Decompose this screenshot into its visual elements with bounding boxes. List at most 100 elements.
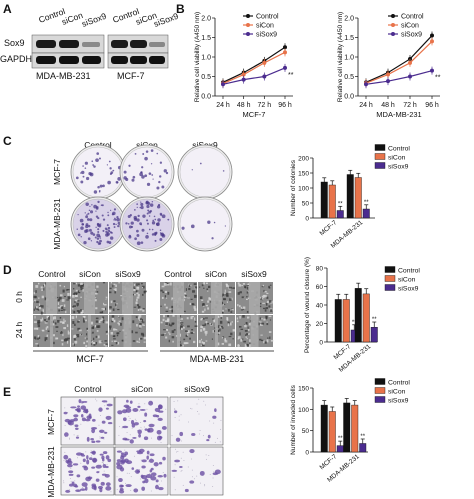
- legend-label-sicon: siCon: [388, 154, 406, 161]
- cell-texture: [55, 326, 59, 328]
- pore-dot: [160, 480, 162, 482]
- pore-dot: [182, 451, 184, 453]
- cell-texture: [111, 315, 115, 318]
- pore-dot: [96, 400, 98, 402]
- cell-texture: [72, 294, 75, 298]
- cell-texture: [77, 320, 80, 323]
- cell-texture: [67, 330, 69, 333]
- cell-texture: [193, 331, 195, 333]
- invaded-cell: [206, 438, 210, 442]
- cell-texture: [83, 318, 85, 321]
- cell-texture: [170, 282, 172, 286]
- bar-control: [354, 288, 362, 343]
- cell-texture: [190, 298, 193, 300]
- colony-dot: [207, 220, 211, 224]
- cell-texture: [207, 307, 210, 310]
- cell-texture: [266, 300, 269, 304]
- cell-texture: [41, 317, 43, 321]
- invaded-cell: [81, 454, 86, 457]
- cell-texture: [66, 337, 70, 340]
- cell-texture: [242, 306, 246, 309]
- cell-texture: [266, 292, 269, 294]
- invaded-cell: [149, 453, 155, 457]
- cell-texture: [187, 297, 190, 299]
- cell-texture: [119, 322, 122, 326]
- invaded-cell: [66, 460, 73, 465]
- cell-texture: [138, 324, 142, 328]
- cell-texture: [33, 327, 37, 330]
- colony-plate: [177, 144, 233, 200]
- cell-texture: [240, 338, 243, 342]
- invaded-cell: [103, 431, 108, 434]
- colony-dot: [146, 204, 150, 209]
- pore-dot: [134, 418, 136, 420]
- cell-texture: [42, 285, 45, 287]
- cell-texture: [216, 325, 220, 328]
- cell-texture: [237, 304, 239, 307]
- cell-texture: [77, 300, 80, 302]
- cell-texture: [58, 296, 62, 300]
- cell-texture: [244, 330, 248, 332]
- wound-col-5: siCon: [205, 269, 227, 279]
- invasion-image: [60, 396, 115, 446]
- pore-dot: [204, 484, 206, 486]
- cell-texture: [171, 336, 175, 339]
- cell-texture: [33, 292, 35, 295]
- cell-texture: [181, 325, 184, 327]
- colony-dot: [97, 231, 100, 234]
- wound-row-0h: 0 h: [14, 291, 24, 303]
- bar-sicon: [354, 177, 362, 219]
- cell-texture: [260, 339, 264, 342]
- cell-texture: [270, 309, 273, 312]
- colony-dot: [85, 176, 90, 181]
- pore-dot: [174, 417, 176, 419]
- colony-dot: [107, 180, 111, 185]
- cell-texture: [137, 293, 140, 297]
- wound-col-6: siSox9: [241, 269, 267, 279]
- cell-texture: [246, 295, 248, 299]
- invaded-cell: [141, 459, 147, 463]
- cell-texture: [136, 324, 138, 327]
- y-tick-label: 0.5: [344, 74, 354, 81]
- colony-dot: [108, 160, 111, 163]
- cell-texture: [220, 315, 223, 318]
- invaded-cell: [101, 400, 108, 403]
- invaded-cell: [162, 456, 166, 461]
- cell-texture: [36, 300, 39, 304]
- cell-texture: [113, 340, 117, 342]
- cell-texture: [218, 326, 222, 328]
- pore-dot: [180, 457, 182, 459]
- cell-texture: [204, 308, 206, 312]
- cell-texture: [76, 333, 80, 337]
- cell-texture: [165, 336, 168, 339]
- cell-texture: [86, 327, 89, 330]
- cell-texture: [238, 325, 242, 328]
- cell-texture: [64, 338, 67, 340]
- cell-texture: [246, 291, 249, 294]
- invasion-image: [114, 396, 169, 446]
- invaded-cell: [212, 415, 217, 419]
- colony-dot: [90, 231, 94, 235]
- cell-texture: [72, 306, 75, 308]
- invaded-cell: [148, 423, 155, 428]
- cell-texture: [264, 341, 267, 344]
- colony-plate: [119, 144, 175, 200]
- colony-dot: [77, 213, 79, 216]
- wound-images: Control siCon siSox9 Control siCon siSox…: [14, 269, 274, 364]
- colony-dot: [147, 209, 150, 212]
- colony-dot: [144, 174, 148, 178]
- colony-dot: [140, 205, 144, 210]
- pore-dot: [173, 400, 175, 402]
- cell-texture: [232, 329, 236, 332]
- colony-dot: [109, 167, 112, 170]
- invaded-cell: [138, 448, 145, 453]
- colony-dot: [107, 211, 109, 214]
- invaded-cell: [135, 469, 140, 474]
- cell-texture: [80, 296, 82, 298]
- cell-texture: [35, 290, 37, 293]
- cell-texture: [60, 294, 63, 297]
- wound-gap: [88, 315, 91, 347]
- cell-texture: [194, 325, 198, 327]
- cell-texture: [237, 292, 240, 295]
- cell-texture: [34, 321, 37, 323]
